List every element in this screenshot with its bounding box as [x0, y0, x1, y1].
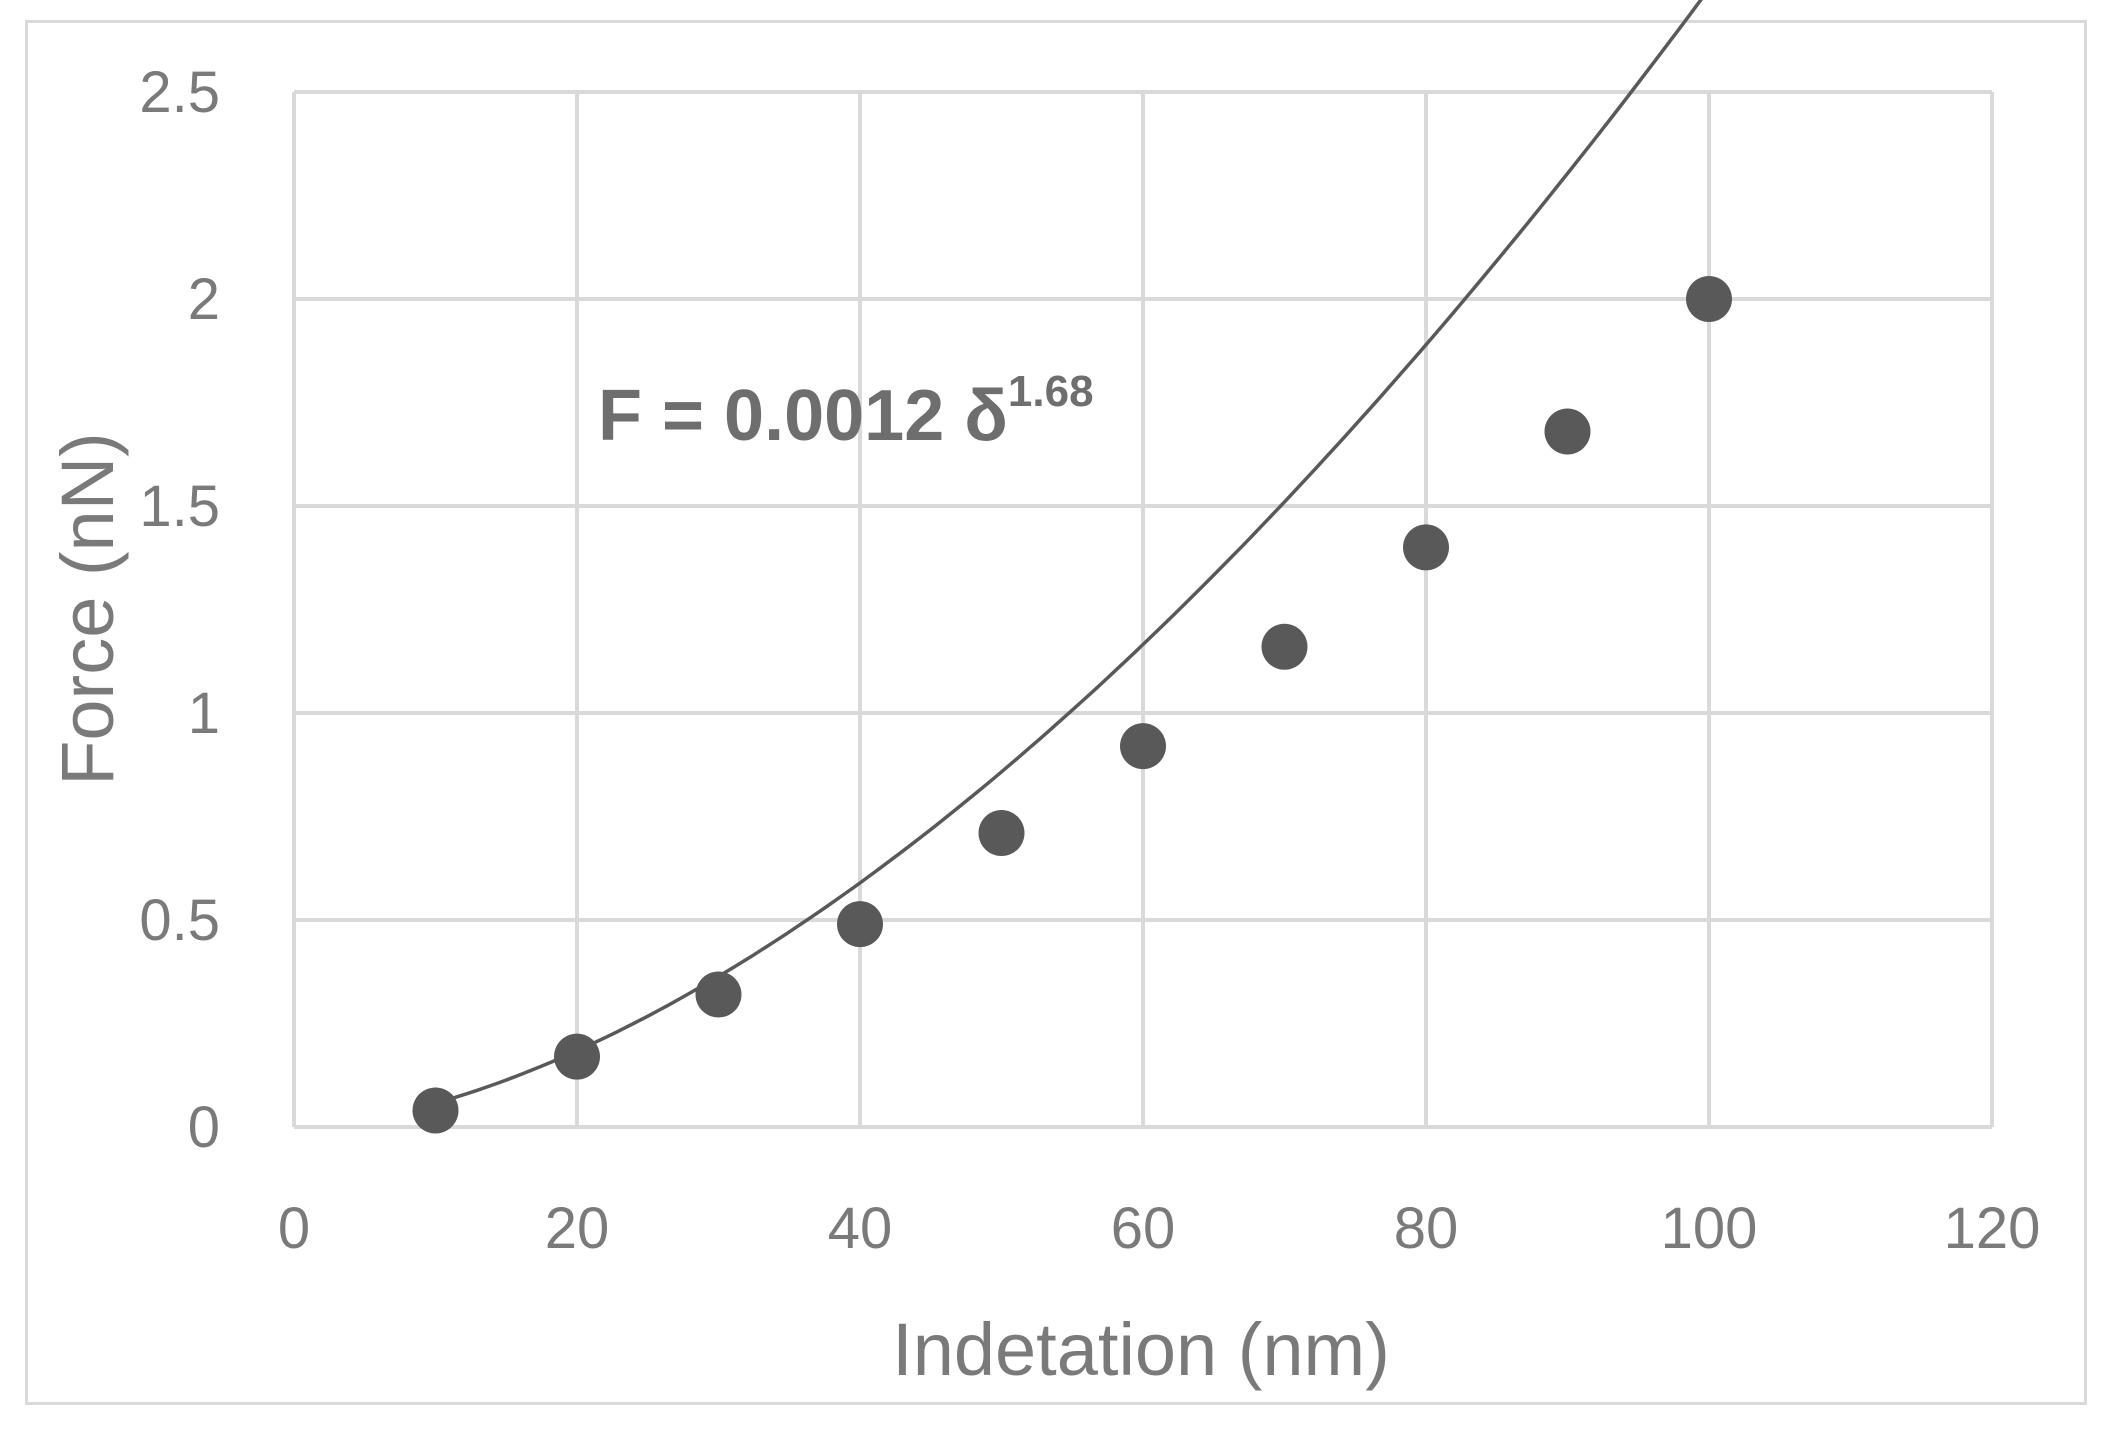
- data-point: [837, 901, 883, 948]
- x-tick-label: 0: [278, 1196, 310, 1261]
- trendline-equation: F = 0.0012 δ1.68: [598, 367, 1094, 456]
- data-point: [1686, 276, 1732, 322]
- data-points: [412, 276, 1732, 1134]
- x-tick-label: 60: [1111, 1196, 1176, 1261]
- equation-text: F = 0.0012 δ: [598, 376, 1008, 456]
- data-point: [978, 810, 1025, 857]
- data-point: [412, 1087, 459, 1134]
- trendline-group: [435, 0, 1703, 1105]
- data-point: [554, 1033, 600, 1080]
- y-tick-label: 1: [188, 681, 220, 746]
- x-tick-label: 40: [828, 1196, 893, 1261]
- data-point: [1120, 723, 1166, 770]
- equation-exponent: 1.68: [1008, 367, 1094, 416]
- y-tick-label: 0.5: [139, 888, 220, 953]
- x-tick-label: 100: [1661, 1196, 1758, 1261]
- x-axis-title: Indetation (nm): [892, 1308, 1390, 1391]
- y-axis-title: Force (nN): [46, 432, 129, 786]
- trendline: [435, 0, 1703, 1105]
- y-tick-label: 1.5: [139, 474, 220, 539]
- data-point: [695, 971, 742, 1018]
- y-tick-label: 2: [188, 267, 220, 332]
- x-tick-label: 20: [545, 1196, 610, 1261]
- grid-lines: [292, 90, 1994, 1129]
- y-tick-labels: 0 0.5 1 1.5 2 2.5: [139, 60, 220, 1160]
- data-point: [1544, 408, 1591, 455]
- data-point: [1403, 524, 1449, 571]
- x-tick-labels: 0 20 40 60 80 100 120: [278, 1196, 2041, 1261]
- y-tick-label: 0: [188, 1095, 220, 1160]
- chart-frame: [25, 20, 2087, 1405]
- y-tick-label: 2.5: [139, 60, 220, 125]
- x-tick-label: 80: [1394, 1196, 1459, 1261]
- x-tick-label: 120: [1944, 1196, 2041, 1261]
- data-point: [1261, 623, 1308, 670]
